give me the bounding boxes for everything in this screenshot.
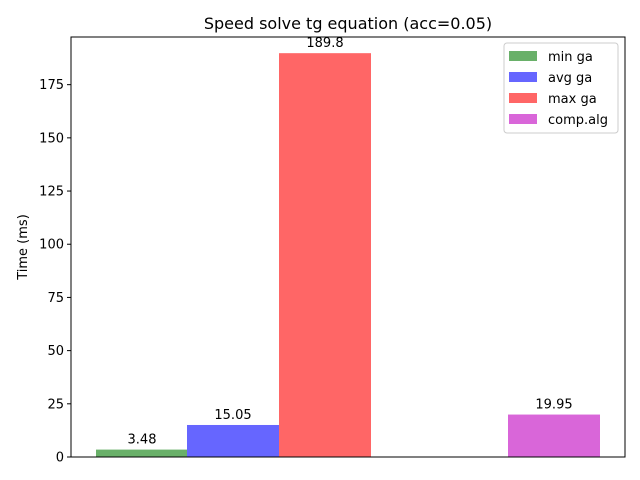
- legend-box: [503, 42, 619, 134]
- legend-label: min ga: [548, 50, 593, 65]
- y-tick-label: 175: [39, 78, 64, 93]
- y-tick-label: 125: [39, 185, 64, 200]
- legend: min ga avg ga max ga comp.alg: [503, 42, 619, 134]
- y-axis-label: Time (ms): [16, 214, 31, 281]
- plot-area-frame: [70, 36, 626, 458]
- bar-min-ga: [96, 449, 188, 457]
- data-label: 19.95: [535, 398, 572, 413]
- data-label: 15.05: [214, 408, 251, 423]
- legend-swatch: [509, 93, 537, 103]
- bar-comp-alg: [508, 414, 600, 457]
- data-labels: 3.48 15.05 189.8 19.95: [128, 36, 573, 447]
- y-axis-ticks: 0 25 50 75 100 125 150 175: [39, 78, 71, 466]
- y-tick-label: 100: [39, 238, 64, 253]
- legend-label: avg ga: [548, 71, 592, 86]
- chart-title: Speed solve tg equation (acc=0.05): [204, 14, 492, 33]
- legend-swatch: [509, 114, 537, 124]
- y-tick-label: 75: [47, 291, 64, 306]
- bars: [96, 53, 600, 457]
- y-tick-label: 150: [39, 131, 64, 146]
- data-label: 3.48: [128, 433, 157, 448]
- y-tick-label: 50: [47, 344, 64, 359]
- legend-swatch: [509, 72, 537, 82]
- data-label: 189.8: [306, 36, 343, 51]
- legend-label: max ga: [548, 92, 597, 107]
- y-tick-label: 0: [56, 451, 64, 466]
- bar-max-ga: [279, 53, 371, 457]
- bar-avg-ga: [187, 424, 279, 457]
- legend-label: comp.alg: [548, 113, 608, 128]
- y-tick-label: 25: [47, 397, 64, 412]
- legend-swatch: [509, 51, 537, 61]
